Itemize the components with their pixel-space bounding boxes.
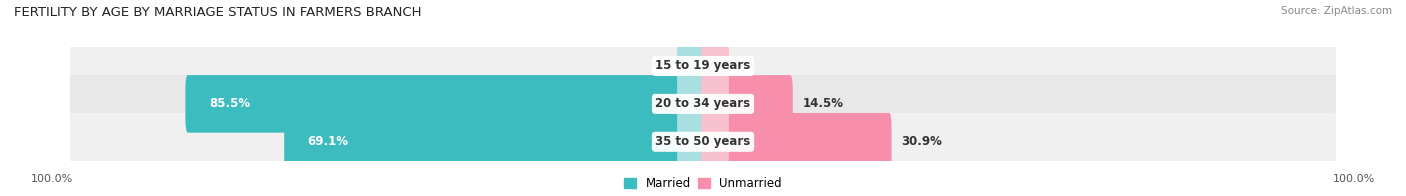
Text: 100.0%: 100.0% [1333, 174, 1375, 184]
Text: 35 to 50 years: 35 to 50 years [655, 135, 751, 148]
FancyBboxPatch shape [678, 117, 704, 167]
FancyBboxPatch shape [67, 113, 1339, 171]
FancyBboxPatch shape [700, 113, 891, 171]
FancyBboxPatch shape [702, 41, 728, 91]
FancyBboxPatch shape [702, 117, 728, 167]
Text: 0.0%: 0.0% [721, 60, 754, 73]
Text: 69.1%: 69.1% [308, 135, 349, 148]
Legend: Married, Unmarried: Married, Unmarried [624, 177, 782, 190]
Text: 0.0%: 0.0% [652, 60, 685, 73]
Text: FERTILITY BY AGE BY MARRIAGE STATUS IN FARMERS BRANCH: FERTILITY BY AGE BY MARRIAGE STATUS IN F… [14, 6, 422, 19]
Text: 14.5%: 14.5% [803, 97, 844, 110]
FancyBboxPatch shape [678, 41, 704, 91]
FancyBboxPatch shape [700, 75, 793, 133]
Text: Source: ZipAtlas.com: Source: ZipAtlas.com [1281, 6, 1392, 16]
Text: 15 to 19 years: 15 to 19 years [655, 60, 751, 73]
Text: 30.9%: 30.9% [901, 135, 942, 148]
FancyBboxPatch shape [67, 37, 1339, 95]
FancyBboxPatch shape [702, 79, 728, 129]
Text: 85.5%: 85.5% [209, 97, 250, 110]
FancyBboxPatch shape [186, 75, 706, 133]
FancyBboxPatch shape [67, 75, 1339, 133]
FancyBboxPatch shape [678, 79, 704, 129]
FancyBboxPatch shape [284, 113, 706, 171]
Text: 100.0%: 100.0% [31, 174, 73, 184]
Text: 20 to 34 years: 20 to 34 years [655, 97, 751, 110]
